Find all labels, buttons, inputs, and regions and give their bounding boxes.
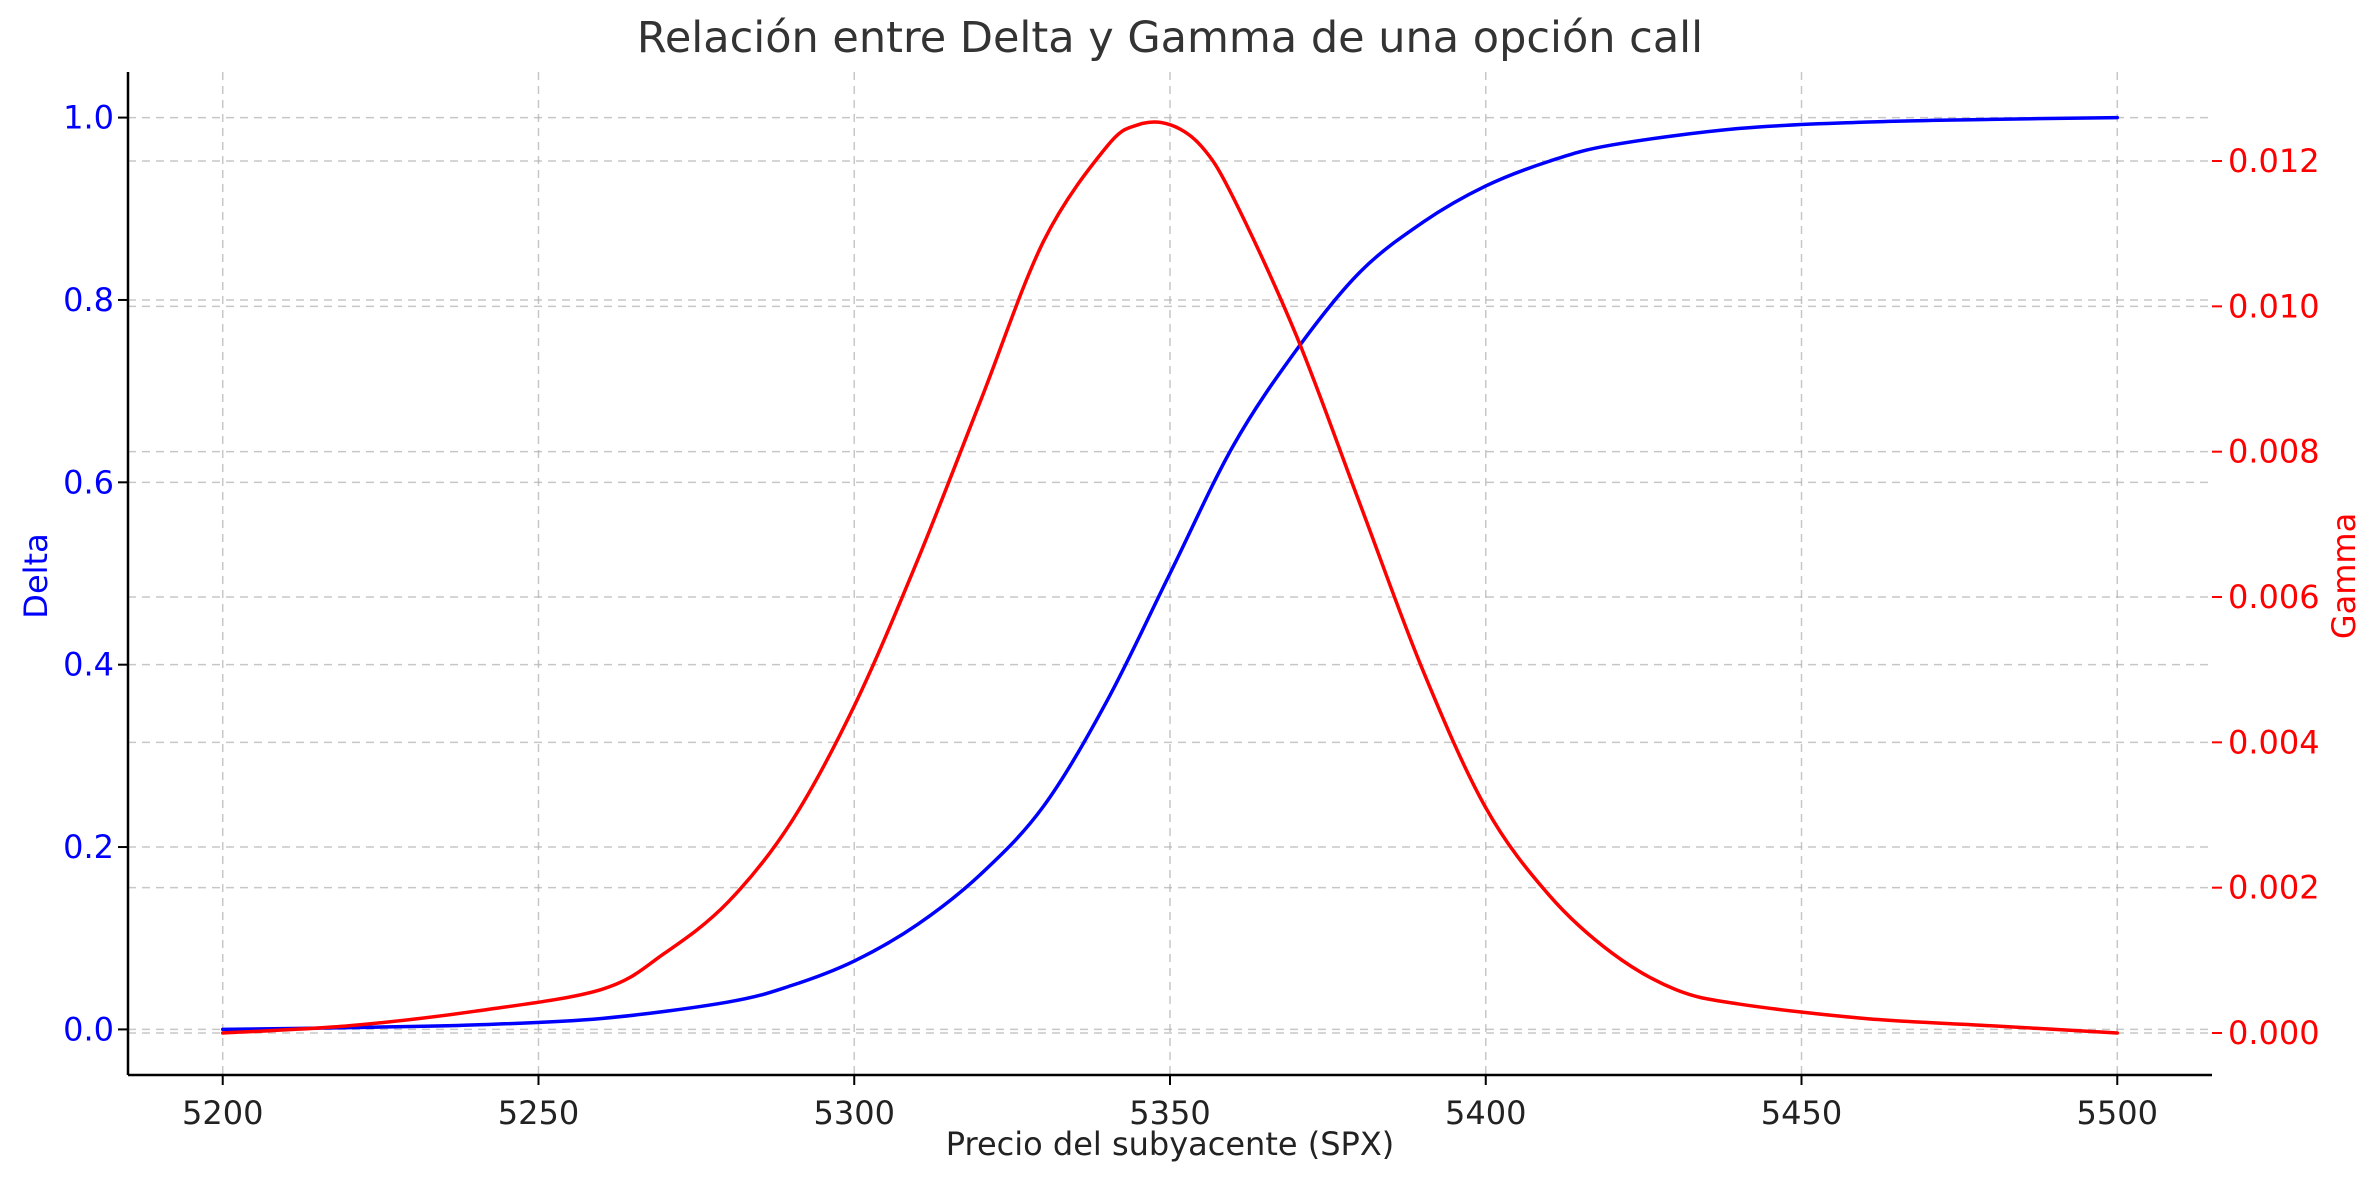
y-right-tick-label: 0.008 (2228, 433, 2320, 471)
y-axis-label-delta: Delta (17, 533, 55, 618)
y-left-tick-label: 0.2 (63, 828, 114, 866)
x-tick-label: 5350 (1129, 1094, 1210, 1132)
y-left-tick-label: 0.0 (63, 1010, 114, 1048)
y-right-tick-label: 0.002 (2228, 869, 2320, 907)
y-right-tick-label: 0.000 (2228, 1014, 2320, 1052)
x-tick-label: 5200 (182, 1094, 263, 1132)
y-left-tick-label: 0.4 (63, 646, 114, 684)
y-right-tick-label: 0.010 (2228, 287, 2320, 325)
y-right-tick-label: 0.006 (2228, 578, 2320, 616)
x-axis-label: Precio del subyacente (SPX) (946, 1125, 1394, 1163)
x-tick-label: 5450 (1761, 1094, 1842, 1132)
tick-layer: 5200 5250 5300 5350 5400 5450 5500 0.0 0.2 0.4 0.6… (63, 99, 2320, 1132)
y-axis-label-gamma: Gamma (2325, 513, 2363, 639)
y-left-tick-label: 1.0 (63, 99, 114, 137)
x-tick-label: 5400 (1445, 1094, 1526, 1132)
y-left-tick-label: 0.8 (63, 281, 114, 319)
x-tick-label: 5250 (498, 1094, 579, 1132)
y-right-tick-label: 0.012 (2228, 142, 2320, 180)
x-tick-label: 5300 (814, 1094, 895, 1132)
x-tick-label: 5500 (2077, 1094, 2158, 1132)
chart-title: Relación entre Delta y Gamma de una opci… (637, 13, 1703, 63)
gamma-series-line (220, 120, 2120, 1035)
y-right-tick-label: 0.004 (2228, 723, 2320, 761)
grid-layer (128, 72, 2212, 1075)
y-left-tick-label: 0.6 (63, 463, 114, 501)
series-layer (220, 115, 2120, 1035)
delta-series-line (220, 115, 2120, 1032)
